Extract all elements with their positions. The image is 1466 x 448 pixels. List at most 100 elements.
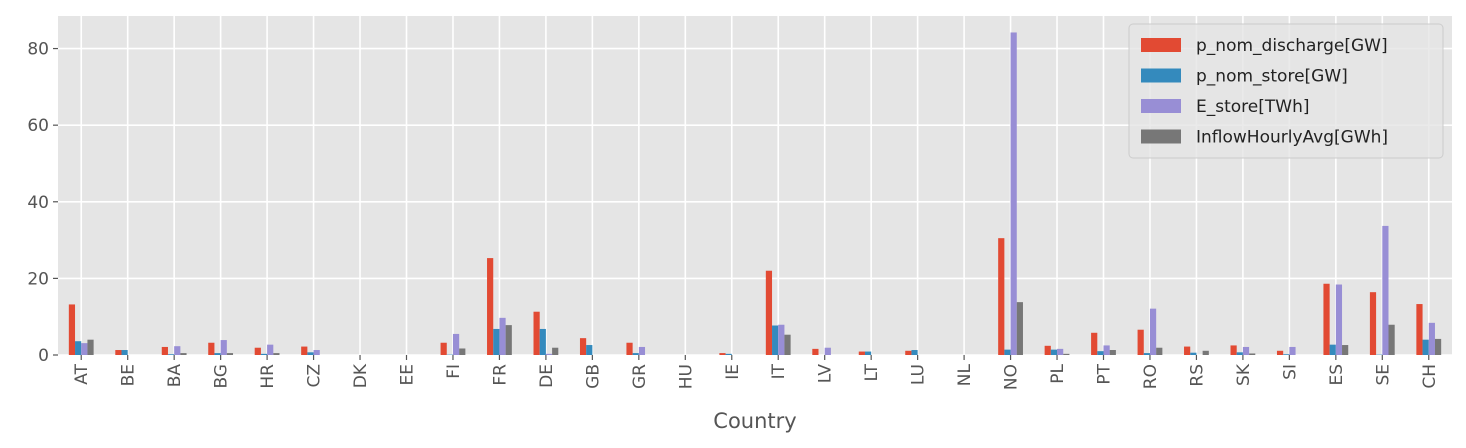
bar-bg-1 [214,353,221,355]
bar-lu-0 [905,350,912,355]
x-tick-label: HR [258,364,278,389]
bar-es-3 [1342,345,1349,355]
x-axis-ticks: AT BE BA BG HR CZ DK EE FI FR DE GB GR HU IE IT LV LT LU NL… [72,355,1440,390]
grid-lines [58,16,1452,356]
x-tick-label: NO [1002,364,1022,390]
bar-lt-1 [864,351,872,355]
bar-lv-2 [824,347,831,355]
bar-gr-2 [638,346,646,355]
x-tick-label: DE [537,364,557,388]
bar-no-1 [1004,349,1011,355]
legend-swatch [1141,68,1181,83]
bar-be-1 [121,350,128,355]
x-tick-label: FI [444,364,464,379]
bar-es-0 [1323,283,1330,355]
bar-fr-1 [493,328,500,355]
bar-cz-2 [313,350,320,355]
bar-rs-3 [1202,350,1209,355]
bar-si-1 [1283,354,1290,355]
bar-it-3 [784,334,791,355]
bar-si-2 [1289,346,1296,355]
x-tick-label: ES [1327,364,1347,386]
bar-ba-0 [161,346,168,355]
bar-no-3 [1016,302,1023,355]
bar-pl-0 [1044,345,1051,355]
bar-lt-0 [858,351,865,355]
x-tick-label: SE [1373,364,1393,386]
bar-sk-3 [1249,353,1256,355]
x-tick-label: SK [1234,363,1254,386]
bar-bg-0 [208,342,215,355]
bar-at-0 [68,304,76,355]
bar-gr-1 [632,353,639,355]
bar-gb-1 [586,345,593,355]
x-tick-label: EE [398,364,418,385]
bar-hr-1 [260,353,268,355]
bars [68,32,1442,355]
bar-lv-0 [812,348,819,355]
bar-fr-0 [487,258,494,355]
legend-swatch [1141,99,1181,113]
bar-at-2 [81,343,88,355]
bar-ro-0 [1137,329,1144,355]
bar-se-3 [1388,324,1395,355]
bar-it-0 [765,270,773,355]
bar-ie-0 [719,353,726,355]
y-tick-label: 60 [27,116,49,136]
x-tick-label: CH [1420,364,1440,389]
bar-es-2 [1335,284,1343,355]
bar-es-1 [1329,344,1336,355]
bar-fi-0 [440,342,447,355]
x-axis-label: Country [713,409,796,433]
legend-label: InflowHourlyAvg[GWh] [1196,128,1388,148]
x-tick-label: CZ [305,364,325,388]
bar-ro-3 [1156,347,1163,355]
bar-pt-0 [1091,332,1098,355]
y-tick-label: 0 [38,346,49,366]
x-tick-label: NL [955,363,975,386]
x-tick-label: IT [769,363,789,379]
bar-ch-3 [1434,338,1442,355]
x-tick-label: SI [1280,364,1300,380]
x-tick-label: GR [630,364,650,389]
bar-ro-1 [1143,353,1150,355]
x-tick-label: GB [583,364,603,389]
bar-de-0 [533,311,540,355]
bar-gb-0 [579,338,587,355]
x-tick-label: BA [165,364,185,388]
bar-pl-1 [1050,349,1058,355]
bar-at-1 [75,341,82,355]
bar-ie-1 [725,353,732,355]
bar-pl-2 [1057,348,1064,355]
bar-se-2 [1382,225,1389,355]
bar-pt-2 [1103,345,1110,355]
x-tick-label: PT [1095,363,1115,384]
legend-label: E_store[TWh] [1196,97,1309,117]
bar-no-0 [998,238,1005,355]
bar-ch-2 [1428,322,1435,355]
bar-pl-3 [1063,353,1070,355]
bar-cz-1 [307,352,314,355]
bar-fr-3 [505,325,512,355]
bar-hr-0 [254,347,261,355]
x-tick-label: IE [723,364,743,380]
bar-pt-3 [1109,350,1116,355]
x-tick-label: RS [1187,364,1207,387]
bar-hr-3 [273,353,280,355]
x-tick-label: BE [119,364,139,386]
bar-gr-0 [626,342,633,355]
bar-fi-3 [459,348,466,355]
bar-be-0 [115,350,122,355]
bar-it-2 [778,324,785,355]
y-tick-label: 20 [27,269,49,289]
bar-hr-2 [267,344,274,355]
bar-si-0 [1276,350,1284,355]
x-tick-label: AT [72,363,92,384]
bar-rs-1 [1190,352,1197,355]
bar-rs-0 [1184,346,1191,355]
bar-fi-2 [452,333,460,355]
bar-de-2 [545,353,553,355]
x-tick-label: LU [909,364,929,385]
bar-ch-1 [1422,339,1429,355]
bar-de-1 [539,328,546,355]
